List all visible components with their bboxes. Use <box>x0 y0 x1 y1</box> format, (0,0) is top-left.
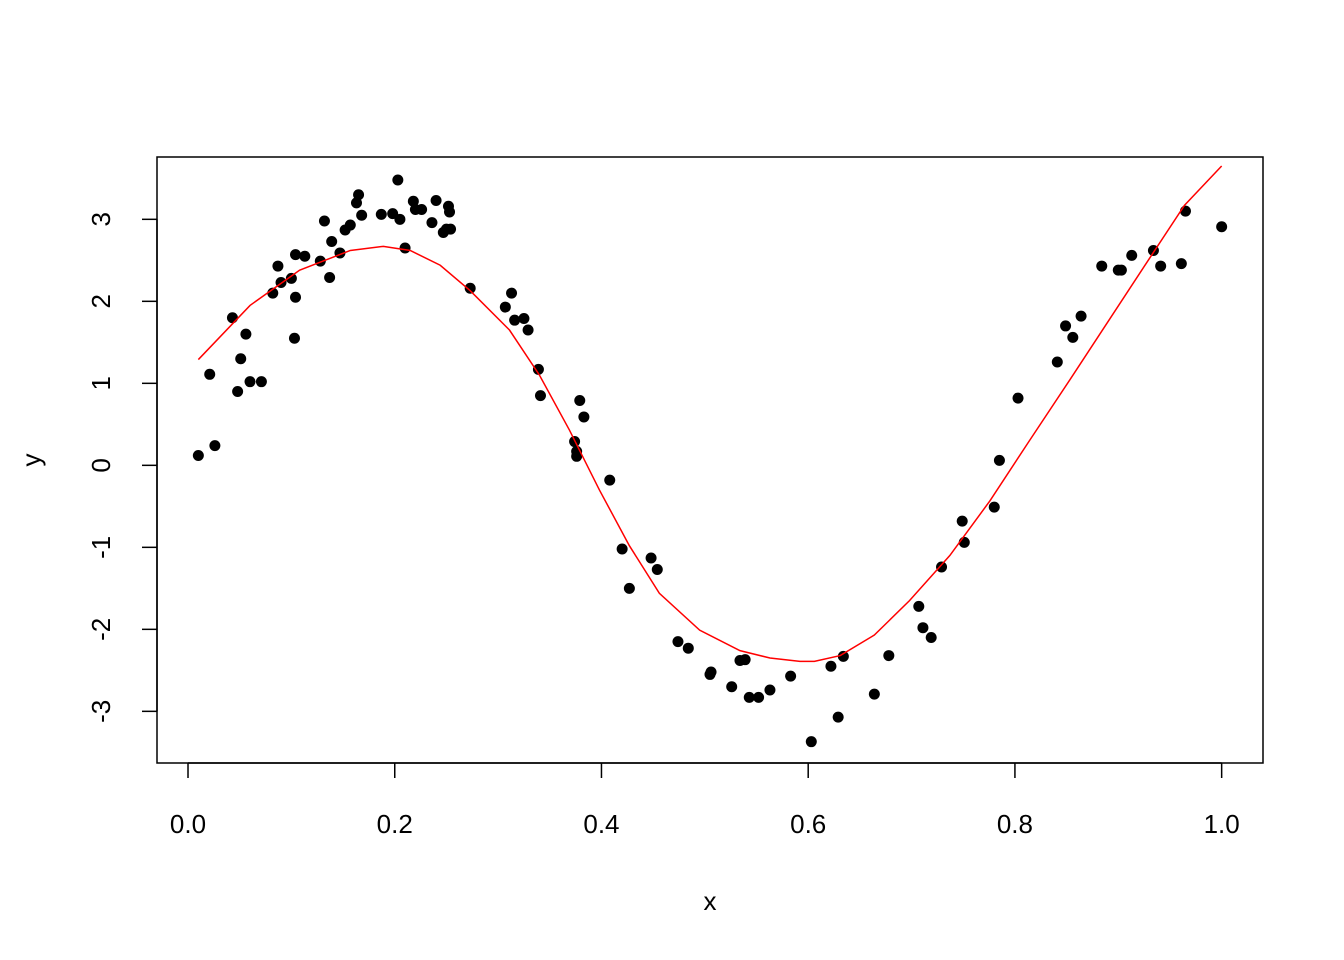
data-point <box>574 395 586 407</box>
data-point <box>705 666 717 678</box>
data-point <box>522 324 534 336</box>
data-point <box>426 217 438 229</box>
data-point <box>255 376 267 388</box>
data-point <box>958 536 970 548</box>
data-point <box>1126 249 1138 261</box>
data-point <box>993 454 1005 466</box>
data-point <box>578 411 590 423</box>
data-point <box>392 174 404 186</box>
data-point <box>416 203 428 215</box>
x-tick-label: 0.6 <box>790 809 826 839</box>
data-point <box>1051 356 1063 368</box>
data-point <box>399 242 411 254</box>
x-tick-label: 1.0 <box>1204 809 1240 839</box>
data-point <box>534 390 546 402</box>
data-point <box>1060 320 1072 332</box>
data-point <box>739 654 751 666</box>
data-point <box>883 650 895 662</box>
x-tick-label: 0.0 <box>170 809 206 839</box>
data-point <box>651 563 663 575</box>
data-point <box>509 314 521 326</box>
data-point <box>326 235 338 247</box>
data-point <box>1115 264 1127 276</box>
data-point <box>394 213 406 225</box>
x-tick-label: 0.2 <box>377 809 413 839</box>
data-point <box>988 501 1000 513</box>
data-point <box>837 650 849 662</box>
data-point <box>430 194 442 206</box>
data-point <box>299 250 311 262</box>
fit-line <box>197 165 1223 663</box>
data-point <box>532 363 544 375</box>
data-point <box>604 474 616 486</box>
data-point <box>925 632 937 644</box>
data-point <box>753 691 765 703</box>
data-point <box>290 291 302 303</box>
data-point <box>290 249 302 261</box>
data-point <box>192 449 204 461</box>
y-tick-label: -2 <box>86 618 116 641</box>
y-tick-label: -1 <box>86 536 116 559</box>
data-point <box>226 312 238 324</box>
data-point <box>235 353 247 365</box>
data-point <box>1075 310 1087 322</box>
data-point <box>1155 260 1167 272</box>
data-point <box>571 450 583 462</box>
data-point <box>506 287 518 299</box>
data-point <box>204 368 216 380</box>
x-axis-label: x <box>704 886 717 916</box>
data-point <box>464 282 476 294</box>
x-tick-label: 0.4 <box>583 809 619 839</box>
y-tick-label: 0 <box>86 458 116 472</box>
data-point <box>244 376 256 388</box>
data-point <box>764 684 776 696</box>
data-point <box>726 681 738 693</box>
data-point <box>344 219 356 231</box>
data-point <box>209 440 221 452</box>
data-point <box>353 189 365 201</box>
y-axis-label: y <box>16 454 46 467</box>
y-tick-label: -3 <box>86 700 116 723</box>
data-point <box>956 515 968 527</box>
data-point <box>868 688 880 700</box>
data-point <box>1179 205 1191 217</box>
data-point <box>288 332 300 344</box>
x-tick-label: 0.8 <box>997 809 1033 839</box>
data-point <box>444 206 456 218</box>
data-point <box>356 209 368 221</box>
data-point <box>324 272 336 284</box>
data-point <box>1096 260 1108 272</box>
y-tick-label: 3 <box>86 212 116 226</box>
data-point <box>375 208 387 220</box>
y-tick-label: 1 <box>86 376 116 390</box>
data-point <box>825 660 837 672</box>
data-point <box>499 301 511 313</box>
data-point <box>1216 221 1228 233</box>
data-point <box>913 600 925 612</box>
data-point <box>623 582 635 594</box>
data-point <box>1175 258 1187 270</box>
data-point <box>936 561 948 573</box>
data-point <box>1067 331 1079 343</box>
data-point <box>805 736 817 748</box>
data-point <box>1012 392 1024 404</box>
data-point <box>518 313 530 325</box>
data-point <box>672 636 684 648</box>
data-point <box>832 711 844 723</box>
data-point <box>682 642 694 654</box>
data-point <box>240 328 252 340</box>
data-point <box>272 260 284 272</box>
data-point <box>445 223 457 235</box>
y-tick-label: 2 <box>86 294 116 308</box>
data-point <box>917 622 929 634</box>
data-point <box>645 552 657 564</box>
data-point <box>743 691 755 703</box>
data-point <box>318 215 330 227</box>
data-point <box>232 386 244 398</box>
data-point <box>616 543 628 555</box>
data-point <box>785 670 797 682</box>
data-point <box>285 272 297 284</box>
